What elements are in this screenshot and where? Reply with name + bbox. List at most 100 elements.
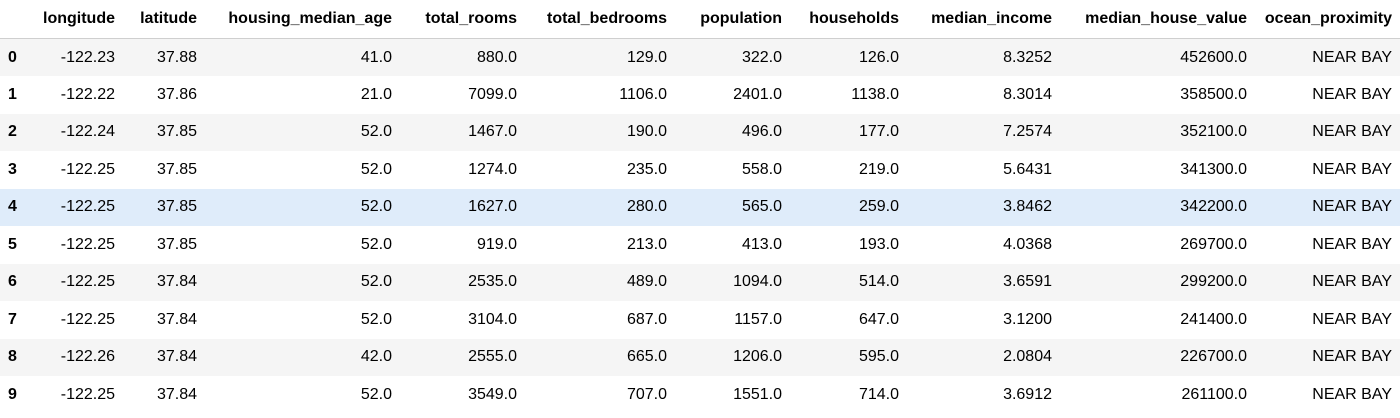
table-body: 0 -122.23 37.88 41.0 880.0 129.0 322.0 126.0 8.3… [0, 38, 1400, 414]
cell-population: 1157.0 [734, 310, 782, 328]
table-row: 0 -122.23 37.88 41.0 880.0 129.0 322.0 126.0 8.3… [0, 38, 1400, 76]
cell-median-house-value: 241400.0 [1180, 310, 1247, 328]
table-row: 5 -122.25 37.85 52.0 919.0 213.0 413.0 193.0 4.0… [0, 226, 1400, 264]
row-index: 4 [8, 198, 17, 216]
cell-housing-median-age: 52.0 [360, 235, 392, 253]
cell-total-bedrooms: 489.0 [626, 273, 667, 291]
header-row: longitude latitude housing_median_age to… [0, 0, 1400, 39]
table-row: 1 -122.22 37.86 21.0 7099.0 1106.0 2401.0 1138.… [0, 76, 1400, 114]
cell-households: 193.0 [858, 235, 899, 253]
cell-latitude: 37.85 [156, 235, 197, 253]
cell-population: 1094.0 [733, 273, 782, 291]
cell-total-bedrooms: 280.0 [626, 198, 667, 216]
table-row: 4 -122.25 37.85 52.0 1627.0 280.0 565.0 259.0 3.… [0, 188, 1400, 226]
cell-total-bedrooms: 235.0 [626, 160, 667, 178]
row-index: 7 [8, 310, 17, 328]
cell-total-rooms: 1627.0 [468, 198, 517, 216]
cell-median-income: 3.8462 [1003, 198, 1052, 216]
cell-median-income: 8.3014 [1003, 85, 1052, 103]
cell-population: 565.0 [741, 198, 782, 216]
cell-longitude: -122.25 [60, 160, 115, 178]
cell-median-house-value: 358500.0 [1180, 85, 1247, 103]
cell-households: 714.0 [858, 385, 899, 403]
cell-median-income: 4.0368 [1003, 235, 1052, 253]
cell-median-income: 3.6591 [1003, 273, 1052, 291]
cell-households: 259.0 [858, 198, 899, 216]
cell-ocean-proximity: NEAR BAY [1312, 310, 1392, 328]
cell-latitude: 37.84 [156, 385, 197, 403]
cell-median-income: 3.6912 [1003, 385, 1052, 403]
cell-housing-median-age: 52.0 [360, 385, 392, 403]
cell-median-house-value: 226700.0 [1180, 348, 1247, 366]
cell-ocean-proximity: NEAR BAY [1312, 198, 1392, 216]
cell-longitude: -122.25 [60, 235, 115, 253]
index-header [0, 0, 28, 39]
cell-median-income: 5.6431 [1003, 160, 1052, 178]
row-index: 0 [8, 48, 17, 66]
cell-latitude: 37.84 [156, 310, 197, 328]
row-index: 6 [8, 273, 17, 291]
cell-longitude: -122.26 [60, 348, 115, 366]
cell-population: 558.0 [741, 160, 782, 178]
cell-latitude: 37.88 [156, 48, 197, 66]
cell-total-rooms: 7099.0 [468, 85, 517, 103]
table-row: 8 -122.26 37.84 42.0 2555.0 665.0 1206.0 595.0 2… [0, 338, 1400, 376]
cell-housing-median-age: 41.0 [360, 48, 392, 66]
cell-population: 496.0 [741, 123, 782, 141]
cell-housing-median-age: 52.0 [360, 273, 392, 291]
cell-total-bedrooms: 1106.0 [619, 85, 667, 103]
cell-housing-median-age: 42.0 [360, 348, 392, 366]
cell-total-rooms: 919.0 [476, 235, 517, 253]
cell-longitude: -122.25 [60, 198, 115, 216]
column-header-longitude: longitude [28, 0, 123, 39]
cell-median-house-value: 261100.0 [1181, 385, 1247, 403]
cell-households: 177.0 [858, 123, 899, 141]
cell-total-rooms: 1467.0 [468, 123, 517, 141]
cell-median-house-value: 299200.0 [1180, 273, 1247, 291]
cell-latitude: 37.84 [156, 273, 197, 291]
cell-ocean-proximity: NEAR BAY [1312, 273, 1392, 291]
column-header-latitude: latitude [123, 0, 205, 39]
cell-longitude: -122.23 [60, 48, 115, 66]
cell-ocean-proximity: NEAR BAY [1312, 385, 1392, 403]
cell-total-bedrooms: 129.0 [626, 48, 667, 66]
cell-housing-median-age: 52.0 [360, 160, 392, 178]
column-header-total-bedrooms: total_bedrooms [525, 0, 675, 39]
cell-housing-median-age: 52.0 [360, 123, 392, 141]
cell-ocean-proximity: NEAR BAY [1312, 160, 1392, 178]
table-row: 9 -122.25 37.84 52.0 3549.0 707.0 1551.0 714.0 3… [0, 376, 1400, 414]
column-header-housing-median-age: housing_median_age [205, 0, 400, 39]
cell-households: 514.0 [858, 273, 899, 291]
cell-ocean-proximity: NEAR BAY [1312, 235, 1392, 253]
column-header-total-rooms: total_rooms [400, 0, 525, 39]
cell-longitude: -122.24 [60, 123, 115, 141]
cell-housing-median-age: 52.0 [360, 310, 392, 328]
cell-population: 413.0 [741, 235, 782, 253]
cell-ocean-proximity: NEAR BAY [1312, 348, 1392, 366]
cell-total-rooms: 1274.0 [468, 160, 517, 178]
cell-latitude: 37.86 [156, 85, 197, 103]
cell-total-bedrooms: 707.0 [626, 385, 667, 403]
row-index: 9 [8, 385, 17, 403]
column-header-ocean-proximity: ocean_proximity [1255, 0, 1400, 39]
cell-median-house-value: 269700.0 [1180, 235, 1247, 253]
cell-housing-median-age: 52.0 [360, 198, 392, 216]
cell-total-rooms: 2555.0 [468, 348, 517, 366]
cell-total-bedrooms: 687.0 [626, 310, 667, 328]
row-index: 2 [8, 123, 17, 141]
cell-households: 647.0 [858, 310, 899, 328]
cell-population: 1206.0 [733, 348, 782, 366]
cell-households: 219.0 [858, 160, 899, 178]
row-index: 1 [8, 85, 17, 103]
row-index: 5 [8, 235, 17, 253]
cell-ocean-proximity: NEAR BAY [1312, 48, 1392, 66]
cell-households: 1138.0 [851, 85, 899, 103]
cell-total-bedrooms: 213.0 [626, 235, 667, 253]
cell-longitude: -122.25 [60, 273, 115, 291]
cell-median-house-value: 452600.0 [1180, 48, 1247, 66]
column-header-median-house-value: median_house_value [1060, 0, 1255, 39]
cell-ocean-proximity: NEAR BAY [1312, 85, 1392, 103]
row-index: 3 [8, 160, 17, 178]
cell-longitude: -122.22 [60, 85, 115, 103]
